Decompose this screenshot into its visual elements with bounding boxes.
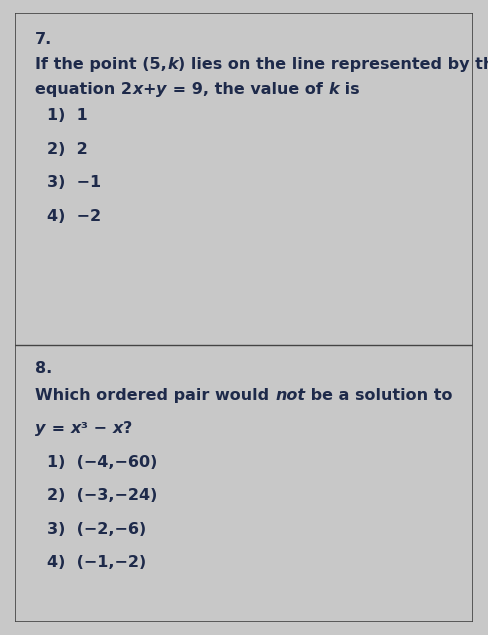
Text: x: x [132, 82, 142, 97]
Text: 3)  (−2,−6): 3) (−2,−6) [47, 522, 146, 537]
Text: ³ −: ³ − [81, 421, 112, 436]
Text: equation 2: equation 2 [35, 82, 132, 97]
Text: 3)  −1: 3) −1 [47, 175, 101, 190]
Text: 1)  1: 1) 1 [47, 109, 87, 123]
Text: 1)  (−4,−60): 1) (−4,−60) [47, 455, 157, 470]
Text: 8.: 8. [35, 361, 53, 377]
Text: k: k [328, 82, 339, 97]
Text: Which ordered pair would: Which ordered pair would [35, 387, 275, 403]
Text: x: x [70, 421, 81, 436]
Text: 2)  2: 2) 2 [47, 142, 87, 157]
Text: not: not [275, 387, 305, 403]
Text: k: k [167, 57, 178, 72]
Text: ) lies on the line represented by the: ) lies on the line represented by the [178, 57, 488, 72]
Text: = 9, the value of: = 9, the value of [166, 82, 328, 97]
Text: y: y [35, 421, 46, 436]
Text: 4)  (−1,−2): 4) (−1,−2) [47, 555, 146, 570]
Text: 4)  −2: 4) −2 [47, 209, 101, 224]
Text: be a solution to: be a solution to [305, 387, 452, 403]
Text: x: x [112, 421, 123, 436]
Text: 2)  (−3,−24): 2) (−3,−24) [47, 488, 157, 503]
Text: ?: ? [123, 421, 132, 436]
Text: If the point (5,: If the point (5, [35, 57, 167, 72]
Text: 7.: 7. [35, 32, 53, 47]
Text: is: is [339, 82, 359, 97]
Text: =: = [46, 421, 70, 436]
Text: y: y [156, 82, 166, 97]
Text: +: + [142, 82, 156, 97]
